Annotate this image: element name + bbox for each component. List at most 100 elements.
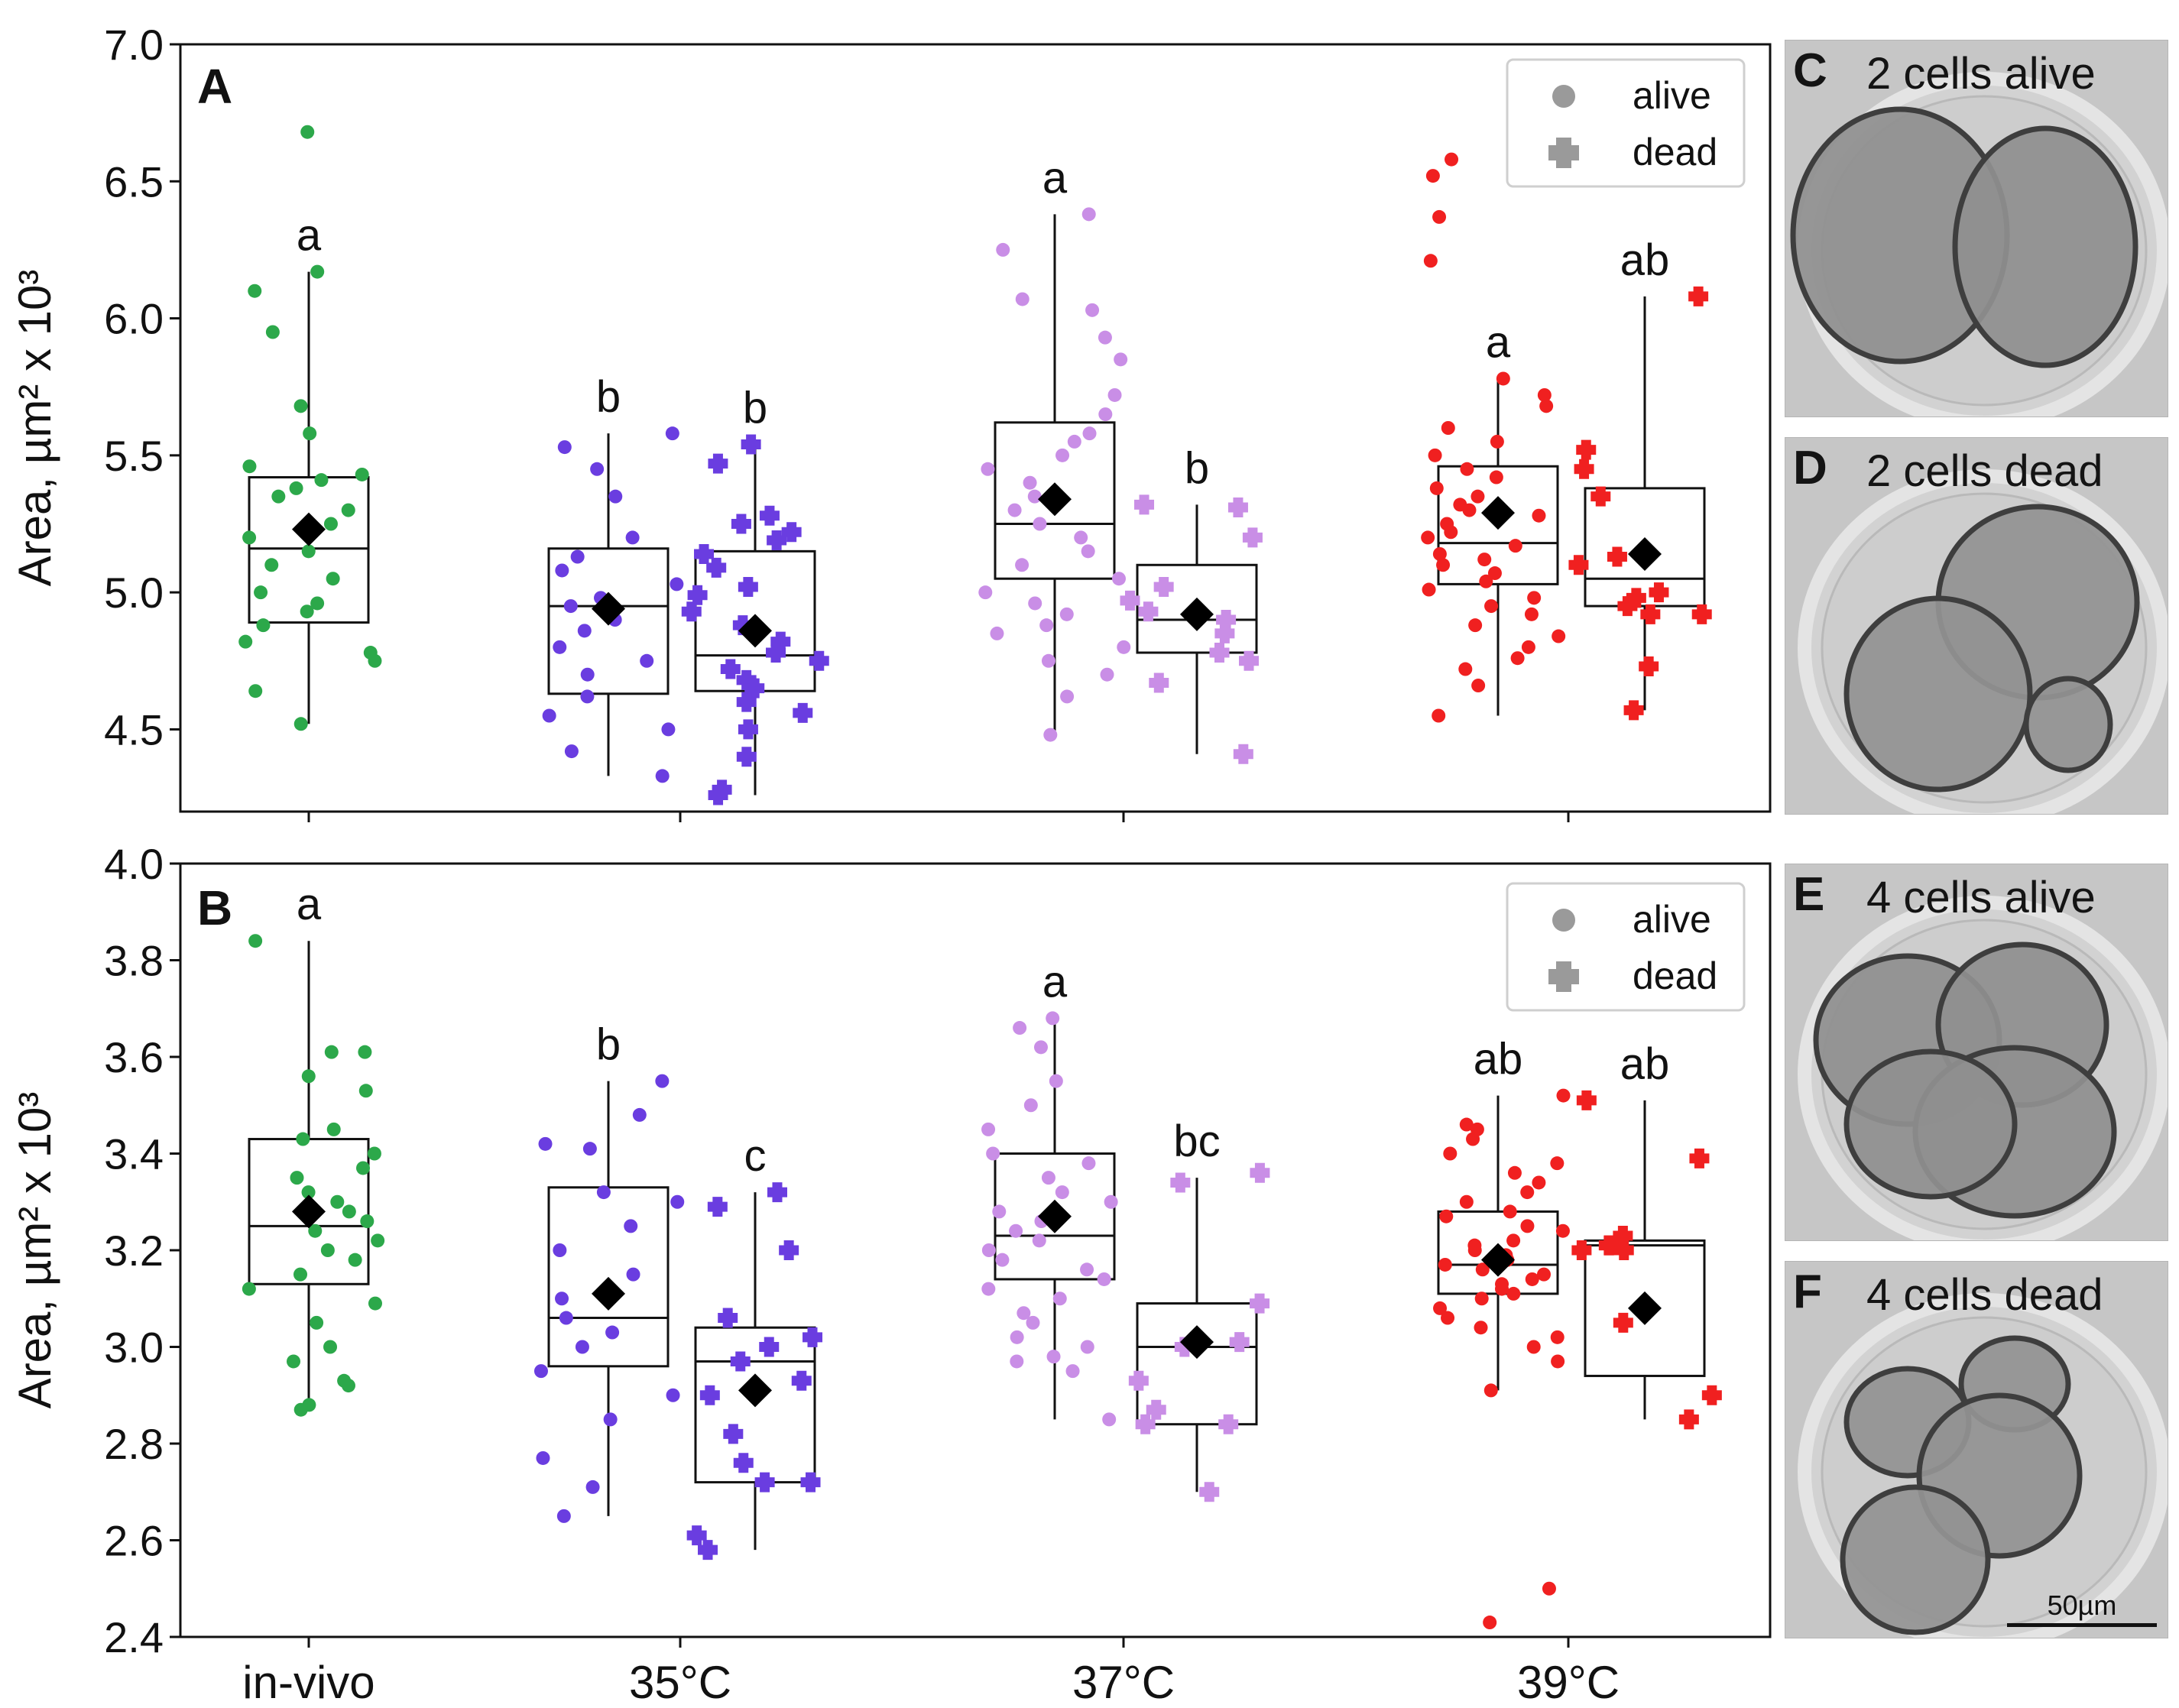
data-point-alive bbox=[1521, 640, 1535, 654]
data-point-alive bbox=[1041, 1171, 1055, 1185]
data-point-dead bbox=[754, 1472, 775, 1492]
data-point-alive bbox=[990, 626, 1004, 640]
significance-letter: bc bbox=[1173, 1117, 1220, 1166]
data-point-alive bbox=[590, 462, 605, 476]
data-point-dead bbox=[1242, 527, 1263, 548]
data-point-dead bbox=[767, 1182, 787, 1203]
data-point-alive bbox=[341, 503, 355, 517]
y-tick-label: 3.2 bbox=[104, 1227, 164, 1275]
data-point-alive bbox=[553, 640, 567, 654]
data-point-alive bbox=[986, 1146, 1000, 1161]
data-point-dead bbox=[1623, 700, 1644, 721]
data-point-alive bbox=[371, 1233, 385, 1248]
y-tick-label: 6.5 bbox=[104, 157, 164, 206]
data-point-alive bbox=[626, 1267, 640, 1282]
data-point-alive bbox=[367, 1146, 381, 1161]
x-tick-label: in-vivo bbox=[242, 1657, 375, 1708]
panel-label: E bbox=[1793, 868, 1825, 921]
data-point-alive bbox=[555, 1292, 569, 1306]
data-point-alive bbox=[256, 618, 271, 633]
micrograph-caption: 4 cells dead bbox=[1866, 1270, 2103, 1320]
x-tick-label: 39°C bbox=[1517, 1657, 1620, 1708]
data-point-alive bbox=[1023, 475, 1037, 490]
data-point-alive bbox=[290, 1171, 304, 1185]
data-point-alive bbox=[1474, 1292, 1489, 1306]
data-point-dead bbox=[1640, 604, 1661, 624]
data-point-alive bbox=[310, 596, 325, 611]
data-point-alive bbox=[326, 572, 340, 586]
mean-marker bbox=[592, 591, 625, 626]
data-point-alive bbox=[1495, 1282, 1509, 1296]
data-point-dead bbox=[687, 585, 708, 605]
data-point-alive bbox=[355, 467, 369, 481]
data-point-dead bbox=[803, 1327, 823, 1347]
data-point-alive bbox=[303, 426, 317, 441]
data-point-alive bbox=[326, 1122, 341, 1136]
data-point-dead bbox=[1146, 1399, 1166, 1420]
legend-alive-label: alive bbox=[1633, 74, 1711, 117]
data-point-alive bbox=[1432, 209, 1447, 224]
data-point-alive bbox=[1525, 1272, 1539, 1286]
data-point-alive bbox=[1479, 574, 1493, 588]
data-point-alive bbox=[310, 1315, 324, 1330]
data-point-alive bbox=[585, 1480, 600, 1494]
panel-label: B bbox=[197, 880, 232, 935]
data-point-alive bbox=[1065, 1364, 1080, 1379]
data-point-alive bbox=[1471, 679, 1486, 693]
data-point-alive bbox=[605, 1325, 620, 1340]
data-point-dead bbox=[1571, 1240, 1592, 1260]
scale-bar: 50µm bbox=[2007, 1590, 2157, 1627]
data-point-dead bbox=[1214, 623, 1235, 643]
data-point-dead bbox=[1639, 656, 1659, 676]
data-point-alive bbox=[1467, 1243, 1482, 1257]
data-point-alive bbox=[1433, 1301, 1448, 1315]
box-group-0: a bbox=[238, 125, 382, 731]
data-point-dead bbox=[791, 1370, 812, 1391]
x-tick-label: 35°C bbox=[629, 1657, 731, 1708]
significance-letter: a bbox=[297, 211, 322, 261]
data-point-alive bbox=[603, 1412, 618, 1427]
data-point-alive bbox=[670, 577, 684, 591]
data-point-alive bbox=[536, 1450, 550, 1465]
data-point-dead bbox=[723, 1424, 744, 1444]
data-point-alive bbox=[1490, 434, 1504, 449]
data-point-alive bbox=[1098, 330, 1112, 345]
data-point-alive bbox=[1459, 1194, 1474, 1209]
panel-label: D bbox=[1793, 442, 1827, 494]
y-tick-label: 4.0 bbox=[104, 840, 164, 888]
box-iqr bbox=[547, 1186, 670, 1368]
data-point-alive bbox=[293, 1402, 308, 1417]
data-point-dead bbox=[733, 1453, 754, 1473]
data-point-alive bbox=[1466, 1132, 1480, 1146]
data-point-alive bbox=[1460, 462, 1474, 476]
data-point-dead bbox=[1678, 1409, 1699, 1430]
data-point-alive bbox=[1055, 448, 1070, 462]
box-group-2: b bbox=[681, 384, 829, 805]
data-point-alive bbox=[1487, 566, 1502, 581]
y-tick-label: 7.0 bbox=[104, 21, 164, 69]
data-point-dead bbox=[1568, 555, 1589, 575]
data-point-dead bbox=[779, 1240, 799, 1260]
data-point-alive bbox=[1520, 1185, 1535, 1200]
data-point-alive bbox=[348, 1253, 362, 1267]
data-point-alive bbox=[1539, 399, 1554, 413]
data-point-alive bbox=[293, 717, 308, 731]
data-point-alive bbox=[1010, 1330, 1024, 1344]
panel-label: A bbox=[197, 59, 232, 114]
data-point-dead bbox=[1229, 1332, 1250, 1353]
data-point-alive bbox=[1471, 489, 1485, 504]
data-point-dead bbox=[1170, 1172, 1191, 1193]
data-point-dead bbox=[1138, 601, 1159, 622]
data-point-alive bbox=[1462, 503, 1477, 517]
data-point-alive bbox=[596, 1185, 611, 1200]
data-point-dead bbox=[708, 453, 728, 474]
data-point-dead bbox=[741, 434, 761, 455]
y-tick-label: 6.0 bbox=[104, 295, 164, 343]
box-group-4: bc bbox=[1128, 1117, 1270, 1502]
data-point-dead bbox=[738, 576, 758, 597]
data-point-dead bbox=[800, 1472, 821, 1492]
data-point-alive bbox=[1081, 1156, 1096, 1171]
box-group-4: b bbox=[1120, 443, 1263, 764]
embryo-image bbox=[1798, 1293, 2168, 1638]
data-point-dead bbox=[1134, 494, 1155, 515]
